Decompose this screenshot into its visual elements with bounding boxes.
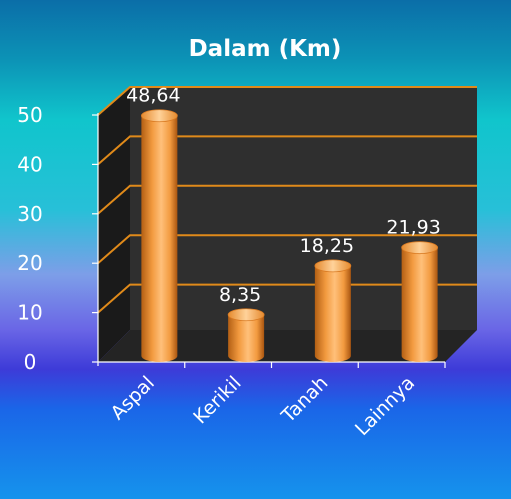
y-tick-label: 10 — [17, 301, 42, 325]
plot-floor — [98, 330, 477, 362]
bar-body — [401, 247, 438, 362]
data-labels: 48,64 8,35 18,25 21,93 — [126, 85, 441, 306]
bar-cap — [401, 241, 439, 255]
bar-cap — [140, 109, 178, 123]
data-label: 18,25 — [300, 235, 354, 257]
gridline — [97, 283, 477, 314]
bar — [227, 308, 265, 362]
y-tick-label: 20 — [17, 251, 42, 275]
gridline — [97, 184, 477, 215]
bar — [401, 241, 439, 362]
bar — [140, 109, 178, 362]
data-label: 8,35 — [219, 284, 261, 306]
plot-back-wall — [130, 87, 477, 330]
chart-title: Dalam (Km) — [189, 36, 342, 62]
y-tick-label: 40 — [17, 152, 42, 176]
gridline — [97, 135, 477, 166]
bar-body — [141, 115, 178, 362]
y-tick-label: 0 — [24, 350, 37, 374]
bars — [140, 109, 439, 362]
plot-side-wall — [98, 87, 130, 362]
gridlines — [97, 86, 477, 314]
y-tick-label: 50 — [17, 103, 42, 127]
bar-cap — [314, 259, 352, 273]
bar — [314, 259, 352, 362]
bar-cap — [227, 308, 265, 322]
data-label: 48,64 — [126, 85, 180, 107]
y-tick-label: 30 — [17, 202, 42, 226]
data-label: 21,93 — [386, 217, 440, 239]
bar-body — [228, 314, 265, 362]
gridline — [97, 86, 477, 116]
bar-body — [314, 265, 351, 362]
gridline — [97, 234, 477, 264]
